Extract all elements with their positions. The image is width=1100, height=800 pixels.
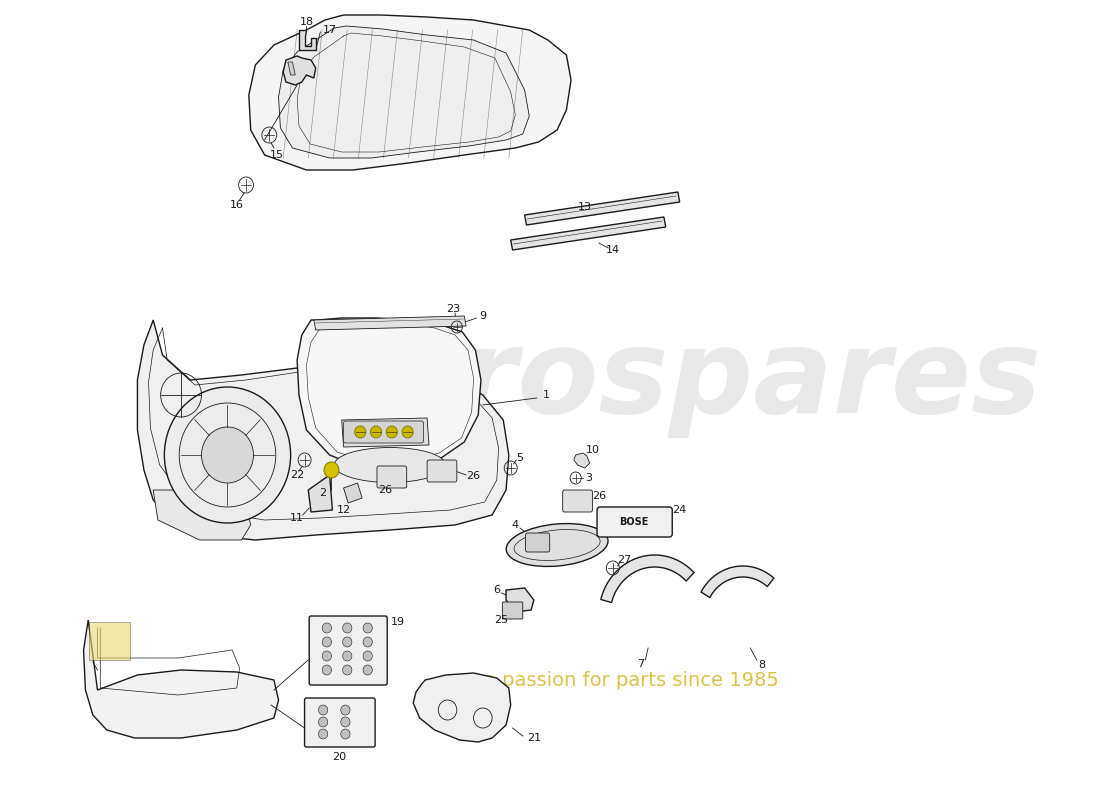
- Circle shape: [363, 665, 372, 675]
- Text: eurospares: eurospares: [296, 322, 1042, 438]
- FancyBboxPatch shape: [526, 533, 550, 552]
- FancyBboxPatch shape: [503, 602, 522, 619]
- Polygon shape: [283, 56, 316, 85]
- Text: 22: 22: [290, 470, 305, 480]
- Circle shape: [403, 426, 414, 438]
- Polygon shape: [525, 192, 680, 225]
- Circle shape: [342, 637, 352, 647]
- Circle shape: [319, 705, 328, 715]
- Text: 26: 26: [592, 491, 606, 501]
- Text: 13: 13: [578, 202, 592, 212]
- Polygon shape: [314, 316, 466, 330]
- Text: 15: 15: [270, 150, 284, 160]
- Text: 5: 5: [517, 453, 524, 463]
- Text: 23: 23: [447, 304, 460, 314]
- Text: 6: 6: [493, 585, 500, 595]
- Text: 8: 8: [758, 660, 764, 670]
- Polygon shape: [506, 588, 534, 612]
- Circle shape: [342, 651, 352, 661]
- Circle shape: [363, 637, 372, 647]
- Circle shape: [341, 729, 350, 739]
- Polygon shape: [278, 26, 529, 158]
- Polygon shape: [343, 483, 362, 503]
- Polygon shape: [299, 30, 316, 50]
- Circle shape: [322, 651, 331, 661]
- Text: 19: 19: [390, 617, 405, 627]
- Circle shape: [164, 387, 290, 523]
- Ellipse shape: [334, 447, 446, 482]
- Polygon shape: [288, 62, 295, 75]
- Text: 25: 25: [494, 615, 508, 625]
- Polygon shape: [89, 622, 130, 660]
- Circle shape: [371, 426, 382, 438]
- Polygon shape: [308, 475, 332, 512]
- Circle shape: [201, 427, 253, 483]
- Text: 10: 10: [585, 445, 600, 455]
- Circle shape: [341, 717, 350, 727]
- Text: a passion for parts since 1985: a passion for parts since 1985: [484, 670, 779, 690]
- Text: 14: 14: [606, 245, 620, 255]
- Text: 7: 7: [637, 659, 645, 669]
- Circle shape: [363, 651, 372, 661]
- Text: 16: 16: [230, 200, 244, 210]
- Circle shape: [386, 426, 397, 438]
- Text: BOSE: BOSE: [619, 517, 649, 527]
- Text: 11: 11: [290, 513, 304, 523]
- Text: 26: 26: [466, 471, 481, 481]
- Ellipse shape: [506, 523, 608, 566]
- Text: 18: 18: [299, 17, 314, 27]
- FancyBboxPatch shape: [563, 490, 593, 512]
- FancyBboxPatch shape: [597, 507, 672, 537]
- Text: 17: 17: [322, 25, 337, 35]
- Circle shape: [322, 637, 331, 647]
- Circle shape: [354, 426, 366, 438]
- Polygon shape: [414, 673, 510, 742]
- Polygon shape: [701, 566, 774, 598]
- FancyBboxPatch shape: [377, 466, 407, 488]
- Polygon shape: [249, 15, 571, 170]
- Text: 12: 12: [337, 505, 351, 515]
- Polygon shape: [510, 217, 666, 250]
- Polygon shape: [153, 490, 251, 540]
- Text: 9: 9: [480, 311, 486, 321]
- Text: 4: 4: [512, 520, 519, 530]
- Circle shape: [324, 462, 339, 478]
- Text: 27: 27: [617, 555, 631, 565]
- Circle shape: [319, 717, 328, 727]
- Polygon shape: [601, 555, 694, 602]
- Circle shape: [342, 623, 352, 633]
- Text: 21: 21: [527, 733, 541, 743]
- Circle shape: [341, 705, 350, 715]
- FancyBboxPatch shape: [309, 616, 387, 685]
- Text: 20: 20: [332, 752, 346, 762]
- FancyBboxPatch shape: [343, 421, 424, 443]
- Polygon shape: [297, 318, 481, 468]
- Circle shape: [322, 665, 331, 675]
- Text: 2: 2: [320, 488, 327, 498]
- Text: 26: 26: [378, 485, 393, 495]
- Polygon shape: [138, 320, 509, 540]
- Polygon shape: [84, 620, 278, 738]
- Circle shape: [322, 623, 331, 633]
- Text: 24: 24: [672, 505, 686, 515]
- Polygon shape: [342, 418, 429, 447]
- Text: 3: 3: [585, 473, 592, 483]
- Text: 1: 1: [542, 390, 550, 400]
- Circle shape: [319, 729, 328, 739]
- Polygon shape: [574, 453, 590, 468]
- FancyBboxPatch shape: [305, 698, 375, 747]
- Circle shape: [342, 665, 352, 675]
- FancyBboxPatch shape: [427, 460, 456, 482]
- Circle shape: [363, 623, 372, 633]
